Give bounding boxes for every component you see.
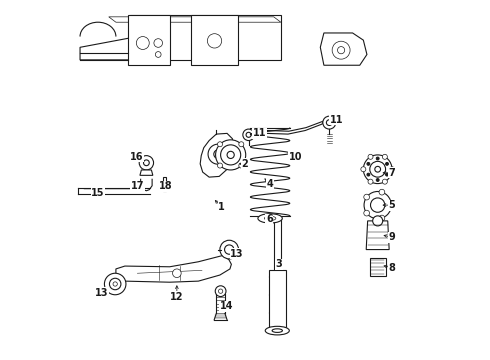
Circle shape bbox=[144, 160, 149, 166]
Circle shape bbox=[389, 202, 394, 208]
Circle shape bbox=[332, 41, 350, 59]
Polygon shape bbox=[140, 170, 153, 175]
Circle shape bbox=[218, 142, 222, 147]
Ellipse shape bbox=[265, 216, 276, 221]
Polygon shape bbox=[80, 37, 166, 60]
Circle shape bbox=[386, 173, 389, 176]
Text: 13: 13 bbox=[230, 248, 244, 258]
Circle shape bbox=[367, 173, 370, 176]
Text: 1: 1 bbox=[219, 202, 225, 212]
Circle shape bbox=[364, 210, 369, 216]
Circle shape bbox=[382, 154, 388, 159]
Circle shape bbox=[239, 163, 244, 168]
Circle shape bbox=[113, 282, 117, 286]
Circle shape bbox=[373, 216, 383, 226]
Circle shape bbox=[220, 145, 241, 165]
Circle shape bbox=[376, 179, 379, 181]
Circle shape bbox=[364, 194, 369, 200]
Polygon shape bbox=[370, 258, 386, 276]
Circle shape bbox=[214, 150, 222, 158]
Text: 3: 3 bbox=[276, 259, 282, 269]
Circle shape bbox=[218, 163, 222, 168]
Circle shape bbox=[326, 120, 332, 126]
Text: 15: 15 bbox=[91, 188, 105, 198]
Text: 5: 5 bbox=[389, 200, 395, 210]
Text: 4: 4 bbox=[267, 179, 273, 189]
Polygon shape bbox=[248, 121, 323, 136]
Circle shape bbox=[368, 179, 373, 184]
Text: 18: 18 bbox=[159, 181, 172, 192]
Circle shape bbox=[246, 132, 251, 137]
Text: 6: 6 bbox=[266, 215, 273, 224]
Polygon shape bbox=[130, 15, 281, 60]
Polygon shape bbox=[191, 15, 238, 65]
Circle shape bbox=[370, 161, 386, 177]
Circle shape bbox=[154, 39, 163, 47]
Text: 11: 11 bbox=[330, 115, 343, 125]
Polygon shape bbox=[109, 17, 281, 22]
Circle shape bbox=[239, 142, 244, 147]
Circle shape bbox=[367, 162, 370, 165]
Polygon shape bbox=[116, 255, 231, 282]
Text: 12: 12 bbox=[170, 292, 184, 302]
Text: 17: 17 bbox=[131, 181, 144, 192]
Circle shape bbox=[368, 154, 373, 159]
Circle shape bbox=[109, 278, 121, 290]
Text: 14: 14 bbox=[220, 301, 233, 311]
Circle shape bbox=[220, 240, 239, 259]
Text: 7: 7 bbox=[389, 168, 395, 178]
Circle shape bbox=[376, 157, 379, 160]
Polygon shape bbox=[269, 270, 286, 327]
Polygon shape bbox=[200, 134, 234, 177]
Ellipse shape bbox=[265, 326, 289, 335]
Circle shape bbox=[219, 289, 223, 293]
Circle shape bbox=[364, 192, 392, 219]
Polygon shape bbox=[366, 221, 389, 249]
Text: 13: 13 bbox=[95, 288, 108, 298]
Circle shape bbox=[104, 273, 126, 295]
Text: 9: 9 bbox=[389, 232, 395, 242]
Text: 11: 11 bbox=[252, 129, 266, 138]
Ellipse shape bbox=[206, 46, 212, 57]
Circle shape bbox=[208, 144, 228, 164]
Circle shape bbox=[136, 37, 149, 49]
Text: 16: 16 bbox=[130, 152, 144, 162]
Circle shape bbox=[216, 140, 245, 170]
Circle shape bbox=[386, 162, 389, 165]
Circle shape bbox=[361, 167, 366, 172]
Circle shape bbox=[224, 245, 234, 254]
Text: 10: 10 bbox=[289, 152, 302, 162]
Circle shape bbox=[375, 166, 381, 172]
Circle shape bbox=[243, 129, 254, 140]
Circle shape bbox=[215, 286, 226, 297]
Circle shape bbox=[139, 156, 153, 170]
Circle shape bbox=[338, 46, 344, 54]
Circle shape bbox=[370, 198, 385, 212]
Circle shape bbox=[364, 155, 392, 184]
Text: 2: 2 bbox=[242, 159, 248, 169]
Circle shape bbox=[155, 51, 161, 57]
Circle shape bbox=[379, 189, 385, 195]
Ellipse shape bbox=[258, 214, 282, 223]
Polygon shape bbox=[320, 33, 367, 65]
Circle shape bbox=[207, 34, 221, 48]
Circle shape bbox=[227, 151, 234, 158]
Circle shape bbox=[390, 167, 394, 172]
Circle shape bbox=[323, 116, 336, 129]
Polygon shape bbox=[128, 15, 170, 65]
Circle shape bbox=[172, 269, 181, 278]
Circle shape bbox=[379, 215, 385, 221]
Polygon shape bbox=[163, 177, 166, 192]
Ellipse shape bbox=[272, 329, 282, 332]
Text: 8: 8 bbox=[389, 263, 395, 273]
Circle shape bbox=[382, 179, 388, 184]
